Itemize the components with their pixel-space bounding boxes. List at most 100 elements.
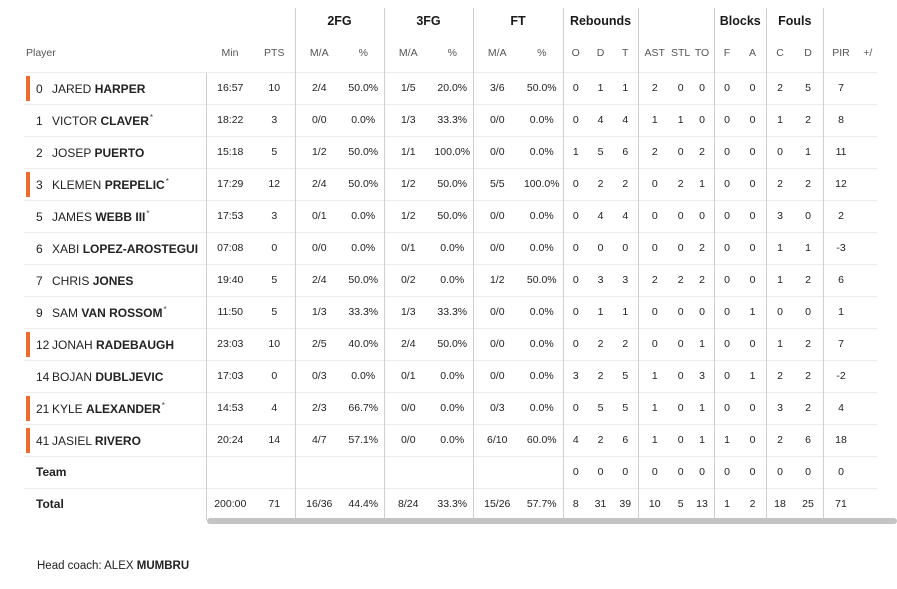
player-name-cell[interactable]: 0 JARED HARPER: [24, 71, 206, 104]
head-coach-last-name: MUMBRU: [136, 560, 190, 572]
column-header-reb-d[interactable]: D: [596, 46, 605, 59]
column-header-pir[interactable]: PIR: [822, 34, 859, 72]
cell-ft-ma: 1/2: [472, 263, 521, 296]
team-blk-a: 0: [739, 455, 767, 488]
player-last-name: PUERTO: [94, 145, 145, 160]
cell-ft-ma: 0/0: [472, 327, 521, 360]
cell-3fg-ma: 1/3: [383, 295, 432, 328]
cell-reb-t: 1: [613, 295, 638, 328]
column-header-stl[interactable]: STL: [671, 46, 691, 59]
cell-blk-f: 0: [713, 359, 740, 392]
cell-foul-c: 0: [765, 135, 794, 168]
cell-foul-d: 2: [793, 359, 824, 392]
cell-pir: 18: [822, 423, 859, 456]
cell-blk-a: 0: [739, 231, 767, 264]
cell-pir: 2: [822, 199, 859, 232]
column-header-plus-minus[interactable]: +/: [863, 46, 873, 59]
column-header-player[interactable]: Player: [26, 46, 56, 59]
column-header-3fg-pct[interactable]: %: [447, 46, 457, 59]
cell-pir: 7: [822, 71, 859, 104]
player-name-cell[interactable]: 3 KLEMEN PREPELIC*: [24, 167, 206, 200]
column-header-min[interactable]: Min: [221, 46, 239, 59]
cell-foul-d: 1: [793, 231, 824, 264]
cell-pir: 6: [822, 263, 859, 296]
player-number: 1: [36, 113, 43, 128]
cell-foul-c: 2: [765, 359, 794, 392]
team-empty-2fg: [294, 455, 384, 488]
player-name-cell[interactable]: 41 JASIEL RIVERO: [24, 423, 206, 456]
column-header-ft-ma[interactable]: M/A: [472, 34, 521, 72]
column-header-2fg-pct[interactable]: %: [358, 46, 368, 59]
cell-pir: -3: [822, 231, 859, 264]
cell-min: 14:53: [205, 391, 254, 424]
cell-blk-a: 0: [739, 103, 767, 136]
cell-2fg-pct: 57.1%: [343, 423, 384, 456]
column-header-reb-o[interactable]: O: [562, 34, 588, 72]
player-name-cell[interactable]: 21 KYLE ALEXANDER*: [24, 391, 206, 424]
total-label: Total: [24, 487, 206, 520]
column-header-2fg-ma[interactable]: M/A: [294, 34, 343, 72]
group-header-player: [24, 8, 206, 34]
column-header-pts[interactable]: PTS: [264, 46, 285, 59]
column-header-foul-c[interactable]: C: [765, 34, 794, 72]
group-header-min-pts: [206, 8, 295, 34]
cell-3fg-pct: 0.0%: [432, 423, 473, 456]
cell-to: 1: [690, 423, 715, 456]
cell-to: 3: [690, 359, 715, 392]
group-header-ft: FT: [472, 8, 563, 34]
column-header-blk-a[interactable]: A: [749, 46, 757, 59]
column-header-ast[interactable]: AST: [637, 34, 671, 72]
cell-foul-c: 2: [765, 71, 794, 104]
cell-pts: 3: [254, 103, 295, 136]
team-reb-t: 0: [613, 455, 638, 488]
cell-3fg-ma: 0/2: [383, 263, 432, 296]
column-header-to[interactable]: TO: [694, 46, 710, 59]
player-name-cell[interactable]: 7 CHRIS JONES: [24, 263, 206, 296]
total-reb-t: 39: [613, 487, 638, 520]
cell-min: 17:29: [205, 167, 254, 200]
player-name-cell[interactable]: 2 JOSEP PUERTO: [24, 135, 206, 168]
column-header-3fg-ma[interactable]: M/A: [383, 34, 432, 72]
table-row: 9 SAM VAN ROSSOM* 11:50 5 1/3 33.3% 1/3 33.3% 0/…: [24, 295, 878, 328]
cell-reb-d: 5: [588, 135, 613, 168]
cell-pts: 3: [254, 199, 295, 232]
cell-stl: 2: [671, 263, 691, 296]
column-header-foul-d[interactable]: D: [804, 46, 812, 59]
column-header-ft-pct[interactable]: %: [537, 46, 547, 59]
table-row: 6 XABI LOPEZ-AROSTEGUI 07:08 0 0/0 0.0% 0/1 0.0…: [24, 231, 878, 264]
table-row: 2 JOSEP PUERTO 15:18 5 1/2 50.0% 1/1 100.0% 0/0 0…: [24, 135, 878, 168]
cell-reb-d: 0: [588, 231, 613, 264]
cell-3fg-ma: 1/1: [383, 135, 432, 168]
player-name-cell[interactable]: 14 BOJAN DUBLJEVIC: [24, 359, 206, 392]
player-name-cell[interactable]: 9 SAM VAN ROSSOM*: [24, 295, 206, 328]
total-pts: 71: [254, 487, 295, 520]
player-number: 3: [36, 177, 43, 192]
cell-3fg-ma: 0/0: [383, 423, 432, 456]
player-name-cell[interactable]: 6 XABI LOPEZ-AROSTEGUI: [24, 231, 206, 264]
cell-pir: 8: [822, 103, 859, 136]
cell-blk-a: 1: [739, 359, 767, 392]
column-header-reb-t[interactable]: T: [622, 46, 629, 59]
cell-2fg-pct: 40.0%: [343, 327, 384, 360]
cell-3fg-pct: 50.0%: [432, 327, 473, 360]
player-last-name: VAN ROSSOM: [81, 305, 163, 320]
cell-blk-f: 0: [713, 231, 740, 264]
total-foul-c: 18: [765, 487, 794, 520]
cell-reb-t: 6: [613, 135, 638, 168]
cell-blk-f: 0: [713, 263, 740, 296]
cell-ast: 1: [637, 423, 671, 456]
cell-2fg-pct: 50.0%: [343, 135, 384, 168]
cell-2fg-ma: 1/3: [294, 295, 343, 328]
cell-reb-o: 0: [562, 71, 588, 104]
horizontal-scrollbar[interactable]: [207, 518, 897, 524]
total-row: Total 200:00 71 16/36 44.4% 8/24 33.3% 1…: [24, 487, 878, 520]
player-name-cell[interactable]: 1 VICTOR CLAVER*: [24, 103, 206, 136]
player-name-cell[interactable]: 5 JAMES WEBB III*: [24, 199, 206, 232]
cell-foul-c: 3: [765, 199, 794, 232]
cell-3fg-ma: 0/0: [383, 391, 432, 424]
cell-foul-d: 2: [793, 167, 824, 200]
cell-stl: 0: [671, 199, 691, 232]
column-header-blk-f[interactable]: F: [713, 34, 740, 72]
cell-reb-t: 5: [613, 359, 638, 392]
player-name-cell[interactable]: 12 JONAH RADEBAUGH: [24, 327, 206, 360]
